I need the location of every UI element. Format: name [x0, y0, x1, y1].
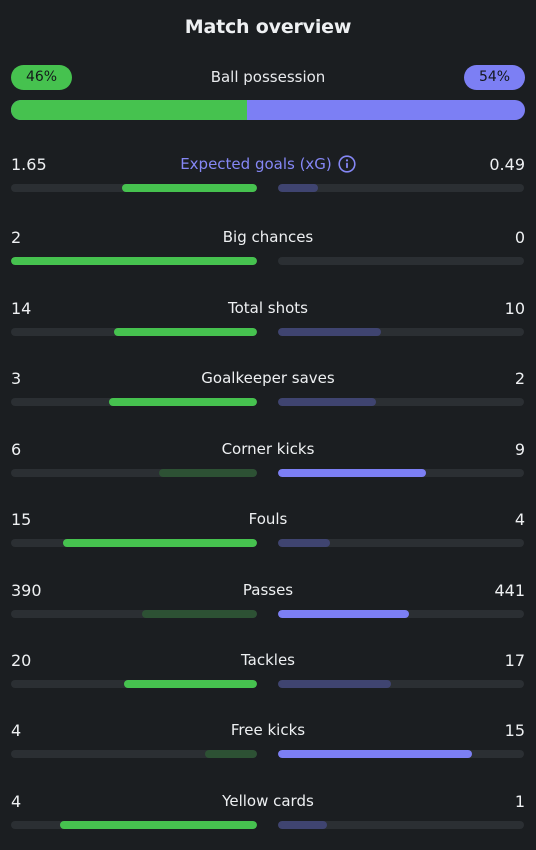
away-value: 15 [504, 721, 525, 740]
stat-label-text: Fouls [248, 510, 288, 528]
away-bar-track [278, 750, 524, 758]
away-possession-badge: 54% [464, 65, 525, 90]
away-bar-fill [278, 469, 426, 477]
away-bar-fill [278, 750, 473, 758]
home-bar-fill [62, 539, 257, 547]
away-value: 0 [514, 228, 525, 247]
home-value: 2 [11, 228, 22, 247]
info-icon[interactable] [338, 155, 356, 173]
away-bar-track [278, 398, 524, 406]
stat-label: Yellow cards [11, 792, 525, 810]
home-bar-track [11, 680, 257, 688]
home-bar-track [11, 184, 257, 192]
away-value: 4 [514, 510, 525, 529]
stat-row-total-shots: 14 Total shots 10 [11, 299, 525, 347]
away-bar-track [278, 184, 524, 192]
stat-label-text: Free kicks [230, 721, 306, 739]
stat-label: Big chances [11, 228, 525, 246]
away-value: 17 [504, 651, 525, 670]
away-bar-fill [278, 821, 328, 829]
stat-row-goalkeeper-saves: 3 Goalkeeper saves 2 [11, 369, 525, 417]
stat-label: Free kicks [11, 721, 525, 739]
stat-label: Passes [11, 581, 525, 599]
home-bar-fill [124, 680, 257, 688]
home-possession-fill [11, 100, 248, 120]
away-bar-track [278, 610, 524, 618]
stat-label-text: Corner kicks [221, 440, 315, 458]
stat-label: Goalkeeper saves [11, 369, 525, 387]
stat-row-yellow-cards: 4 Yellow cards 1 [11, 792, 525, 840]
home-bar-track [11, 539, 257, 547]
away-value: 1 [514, 792, 525, 811]
home-bar-fill [60, 821, 257, 829]
stat-row-corner-kicks: 6 Corner kicks 9 [11, 440, 525, 488]
away-bar-track [278, 821, 524, 829]
stat-label: Fouls [11, 510, 525, 528]
away-bar-fill [278, 680, 392, 688]
home-bar-fill [205, 750, 257, 758]
home-bar-fill [11, 257, 257, 265]
away-bar-fill [278, 184, 319, 192]
page-title: Match overview [184, 16, 352, 38]
away-value: 2 [514, 369, 525, 388]
away-value: 10 [504, 299, 525, 318]
ball-possession-header: 46% Ball possession 54% [11, 65, 525, 91]
away-bar-fill [278, 539, 330, 547]
away-bar-track [278, 680, 524, 688]
away-value: 0.49 [489, 155, 525, 174]
stat-row-big-chances: 2 Big chances 0 [11, 228, 525, 276]
away-value: 9 [514, 440, 525, 459]
ball-possession-label: Ball possession [210, 68, 326, 86]
away-bar-fill [278, 398, 377, 406]
away-bar-track [278, 257, 524, 265]
home-bar-track [11, 398, 257, 406]
home-bar-fill [141, 610, 257, 618]
home-value: 3 [11, 369, 22, 388]
stat-label: Corner kicks [11, 440, 525, 458]
home-bar-track [11, 610, 257, 618]
stat-label-text: Goalkeeper saves [201, 369, 335, 387]
home-bar-track [11, 469, 257, 477]
home-bar-track [11, 750, 257, 758]
stat-label-text: Big chances [222, 228, 314, 246]
home-value: 1.65 [11, 155, 47, 174]
home-value: 4 [11, 721, 22, 740]
home-bar-track [11, 328, 257, 336]
home-value: 15 [11, 510, 32, 529]
stat-row-tackles: 20 Tackles 17 [11, 651, 525, 699]
home-possession-badge: 46% [11, 65, 72, 90]
away-bar-track [278, 539, 524, 547]
home-value: 390 [11, 581, 42, 600]
ball-possession-bar [11, 100, 525, 120]
stat-label-text: Expected goals (xG) [180, 155, 332, 173]
stat-row-free-kicks: 4 Free kicks 15 [11, 721, 525, 769]
home-bar-track [11, 821, 257, 829]
home-bar-fill [121, 184, 257, 192]
home-value: 20 [11, 651, 32, 670]
stat-label-text: Yellow cards [222, 792, 314, 810]
stat-label-text: Tackles [240, 651, 296, 669]
away-bar-track [278, 469, 524, 477]
home-value: 14 [11, 299, 32, 318]
stat-label-text: Passes [242, 581, 294, 599]
away-bar-fill [278, 610, 409, 618]
stat-row-passes: 390 Passes 441 [11, 581, 525, 629]
away-value: 441 [494, 581, 525, 600]
home-bar-fill [113, 328, 257, 336]
away-bar-fill [278, 328, 381, 336]
stat-label[interactable]: Expected goals (xG) [11, 155, 525, 173]
stat-row-fouls: 15 Fouls 4 [11, 510, 525, 558]
home-bar-track [11, 257, 257, 265]
stat-label: Total shots [11, 299, 525, 317]
home-bar-fill [158, 469, 257, 477]
home-value: 4 [11, 792, 22, 811]
stat-label-text: Total shots [228, 299, 308, 317]
stat-label: Tackles [11, 651, 525, 669]
home-bar-fill [109, 398, 257, 406]
stat-row-expected-goals: 1.65 Expected goals (xG) 0.49 [11, 155, 525, 203]
away-bar-track [278, 328, 524, 336]
home-value: 6 [11, 440, 22, 459]
